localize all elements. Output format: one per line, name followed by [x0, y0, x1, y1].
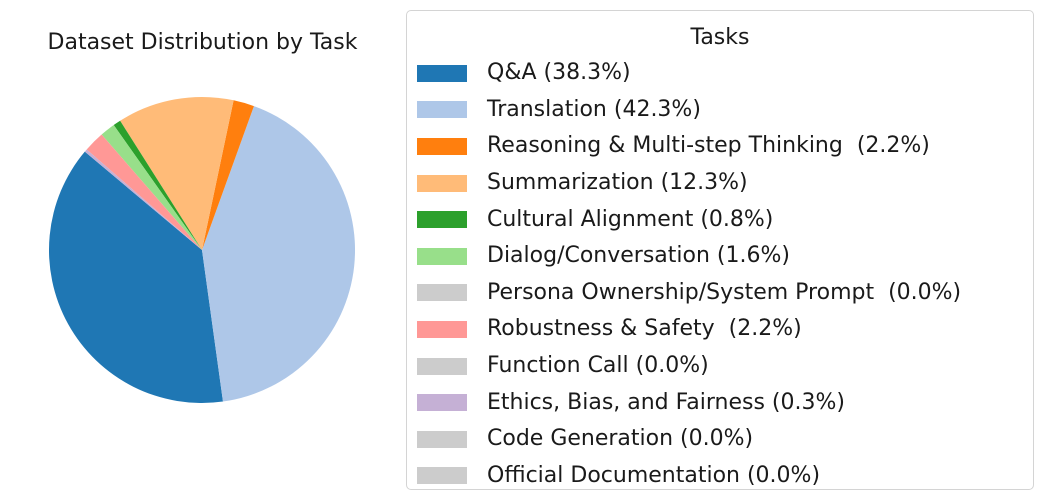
- pie-slice-1: [202, 106, 356, 402]
- legend-list: Q&A (38.3%) Translation (42.3%) Reasoning …: [417, 55, 961, 494]
- legend-label: Robustness & Safety (2.2%): [487, 316, 802, 342]
- legend-item: Translation (42.3%): [417, 92, 961, 129]
- legend-label: Ethics, Bias, and Fairness (0.3%): [487, 389, 845, 415]
- legend-swatch: [417, 284, 467, 302]
- legend-item: Official Documentation (0.0%): [417, 458, 961, 495]
- legend-item: Summarization (12.3%): [417, 165, 961, 202]
- legend-label: Dialog/Conversation (1.6%): [487, 243, 790, 269]
- pie-slice-3: [120, 97, 234, 250]
- pie-slice-2: [202, 100, 254, 250]
- pie-slice-5: [101, 125, 202, 250]
- legend-title: Tasks: [690, 25, 750, 50]
- pie-chart: [48, 97, 356, 404]
- legend-swatch: [417, 320, 467, 338]
- legend-swatch: [417, 64, 467, 82]
- legend-label: Code Generation (0.0%): [487, 426, 754, 452]
- legend-item: Q&A (38.3%): [417, 55, 961, 92]
- legend-item: Code Generation (0.0%): [417, 421, 961, 458]
- legend-label: Translation (42.3%): [487, 96, 701, 122]
- legend-item: Robustness & Safety (2.2%): [417, 311, 961, 348]
- legend-swatch: [417, 137, 467, 155]
- pie-slice-9: [84, 149, 202, 250]
- legend-item: Reasoning & Multi-step Thinking (2.2%): [417, 128, 961, 165]
- legend-label: Cultural Alignment (0.8%): [487, 206, 774, 232]
- legend-swatch: [417, 101, 467, 119]
- pie-slice-4: [113, 120, 202, 250]
- legend-label: Official Documentation (0.0%): [487, 462, 821, 488]
- legend-swatch: [417, 467, 467, 485]
- legend-swatch: [417, 430, 467, 448]
- legend-swatch: [417, 357, 467, 375]
- pie-slice-0: [48, 151, 223, 404]
- legend-swatch: [417, 211, 467, 229]
- legend-label: Summarization (12.3%): [487, 170, 748, 196]
- pie-slices: [48, 97, 356, 404]
- legend-label: Q&A (38.3%): [487, 60, 631, 86]
- legend-item: Function Call (0.0%): [417, 348, 961, 385]
- pie-slice-7: [86, 134, 202, 250]
- legend: Tasks Q&A (38.3%) Translation (42.3%) Reas…: [406, 10, 1034, 490]
- chart-title: Dataset Distribution by Task: [47, 30, 358, 55]
- legend-label: Function Call (0.0%): [487, 353, 709, 379]
- legend-label: Reasoning & Multi-step Thinking (2.2%): [487, 133, 930, 159]
- legend-swatch: [417, 394, 467, 412]
- legend-label: Persona Ownership/System Prompt (0.0%): [487, 279, 962, 305]
- legend-item: Cultural Alignment (0.8%): [417, 201, 961, 238]
- legend-swatch: [417, 174, 467, 192]
- legend-item: Ethics, Bias, and Fairness (0.3%): [417, 384, 961, 421]
- legend-item: Persona Ownership/System Prompt (0.0%): [417, 275, 961, 312]
- legend-swatch: [417, 247, 467, 265]
- legend-item: Dialog/Conversation (1.6%): [417, 238, 961, 275]
